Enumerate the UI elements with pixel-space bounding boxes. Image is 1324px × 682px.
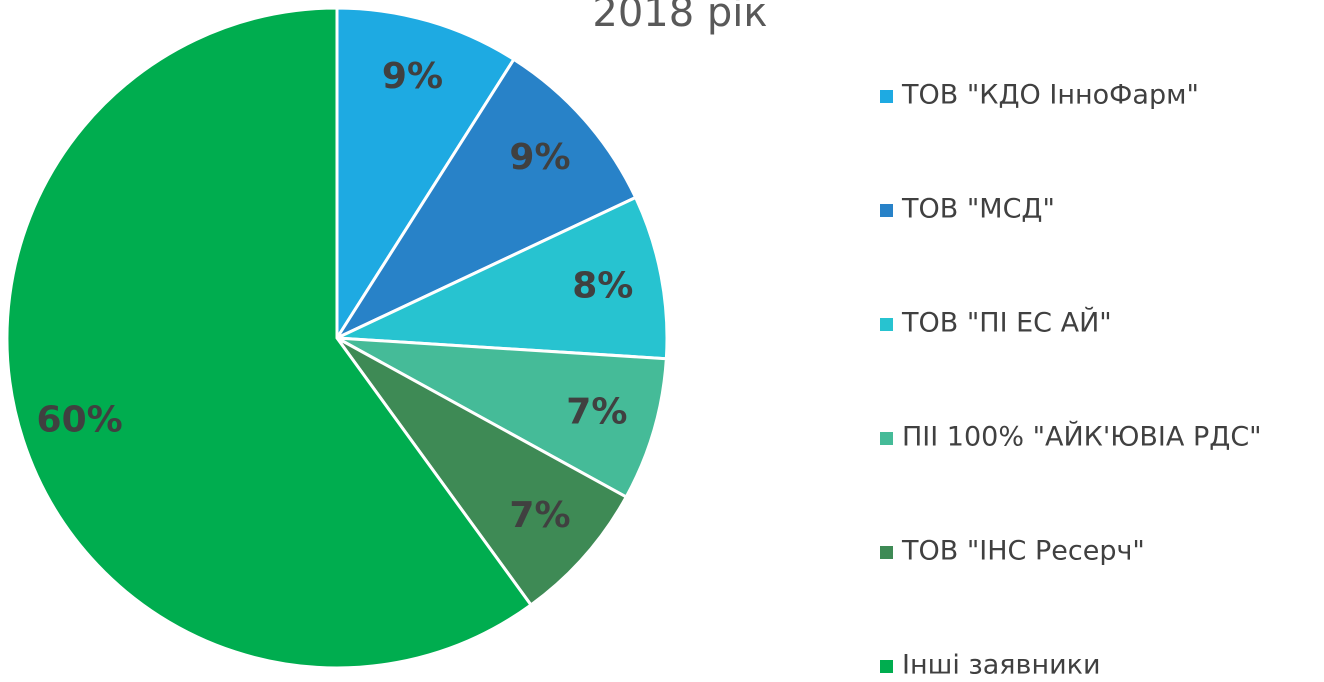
legend-label: ТОВ "КДО ІнноФарм" (901, 80, 1199, 111)
data-label: 9% (509, 137, 570, 178)
data-label: 8% (572, 265, 633, 306)
legend-swatch (880, 660, 893, 673)
pie-slice (5, 6, 534, 670)
legend-swatch (880, 204, 893, 217)
data-label: 7% (509, 495, 570, 536)
data-label: 7% (566, 391, 627, 432)
legend-label: ТОВ "МСД" (901, 194, 1055, 225)
chart-title: 2018 рік (592, 0, 767, 36)
data-label: 9% (382, 56, 443, 97)
legend-label: Інші заявники (902, 650, 1101, 681)
pie-slice (332, 57, 638, 342)
legend-label: ПІІ 100% "АЙК'ЮВІА РДС" (902, 421, 1262, 453)
pie-slice (336, 195, 669, 361)
legend-label: ТОВ "ІНС Ресерч" (901, 536, 1145, 567)
data-label: 60% (37, 400, 123, 441)
legend-swatch (880, 432, 893, 445)
legend-label: ТОВ "ПІ ЕС АЙ" (901, 307, 1112, 339)
legend-swatch (880, 90, 893, 103)
pie-slice (335, 336, 629, 608)
legend-swatch (880, 318, 893, 331)
pie-slice (336, 336, 668, 500)
pie-slice (335, 6, 516, 344)
legend-swatch (880, 546, 893, 559)
